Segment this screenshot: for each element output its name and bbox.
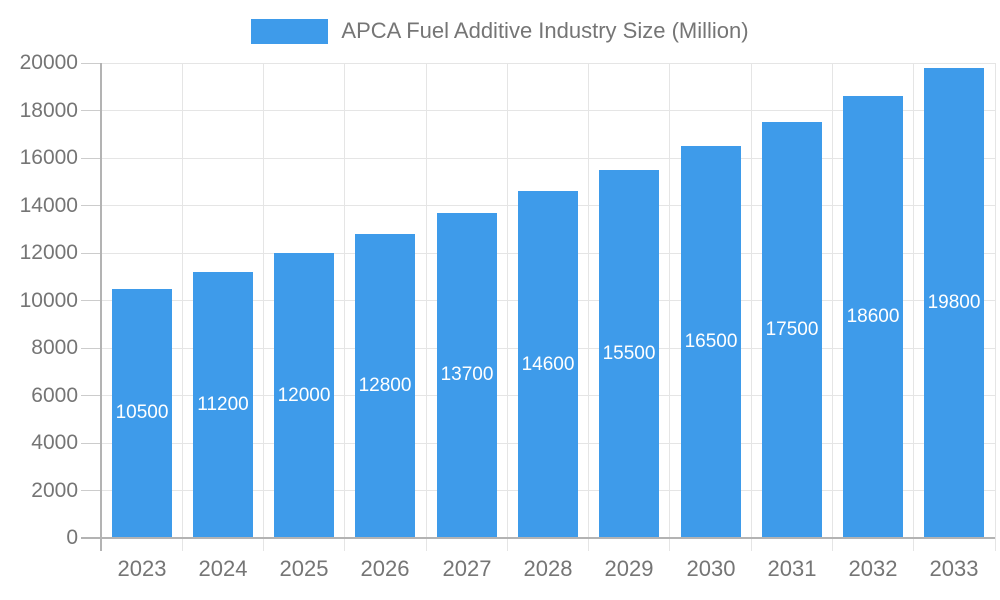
y-tick <box>81 62 101 64</box>
bar-value-label: 18600 <box>846 306 900 327</box>
y-tick <box>81 442 101 444</box>
x-axis-label: 2023 <box>117 556 167 581</box>
v-gridline <box>344 63 346 538</box>
bar-value-label: 11200 <box>197 394 249 415</box>
x-axis-label: 2026 <box>360 556 410 581</box>
y-axis-label: 2000 <box>31 478 78 502</box>
x-axis-label: 2025 <box>279 556 329 581</box>
bar[interactable] <box>274 253 334 538</box>
x-axis-label: 2029 <box>604 556 654 581</box>
x-axis-label: 2032 <box>848 556 898 581</box>
legend[interactable]: APCA Fuel Additive Industry Size (Millio… <box>0 18 1000 44</box>
v-gridline <box>750 63 752 538</box>
y-tick <box>81 205 101 206</box>
v-gridline <box>913 63 915 538</box>
v-gridline <box>425 63 427 538</box>
x-tick <box>913 538 915 551</box>
y-tick <box>81 110 101 111</box>
x-tick <box>506 538 508 551</box>
bar[interactable] <box>112 289 172 538</box>
legend-label[interactable]: APCA Fuel Additive Industry Size (Millio… <box>341 18 749 43</box>
x-axis-label: 2030 <box>686 556 736 581</box>
y-tick <box>81 157 101 159</box>
x-tick <box>181 538 183 551</box>
v-gridline <box>669 63 671 538</box>
y-axis-label: 8000 <box>31 336 78 359</box>
bar-value-label: 16500 <box>684 331 738 352</box>
bar[interactable] <box>843 96 903 538</box>
x-axis-label: 2028 <box>523 556 573 581</box>
bar-value-label: 17500 <box>765 319 819 340</box>
y-axis-label: 4000 <box>31 431 78 454</box>
x-tick <box>588 538 590 551</box>
x-tick <box>344 538 346 551</box>
bar-value-label: 13700 <box>440 364 494 385</box>
bar-value-label: 19800 <box>927 292 981 313</box>
bar[interactable] <box>518 191 578 538</box>
bar[interactable] <box>599 170 659 538</box>
y-tick <box>81 252 101 254</box>
y-tick <box>81 490 101 491</box>
bar[interactable] <box>762 122 822 538</box>
bar[interactable] <box>193 272 253 538</box>
v-gridline <box>994 63 996 538</box>
y-axis-line <box>100 63 102 551</box>
v-gridline <box>588 63 590 538</box>
y-axis-label: 18000 <box>19 98 78 122</box>
x-tick <box>994 538 996 551</box>
h-gridline <box>101 157 995 159</box>
y-axis-label: 10000 <box>19 288 78 312</box>
bar-value-label: 10500 <box>115 402 169 423</box>
v-gridline <box>506 63 508 538</box>
v-gridline <box>263 63 265 538</box>
bar-value-label: 12000 <box>277 385 331 406</box>
bar[interactable] <box>681 146 741 538</box>
legend-swatch[interactable] <box>251 18 329 44</box>
bar-value-label: 14600 <box>521 354 575 375</box>
bar[interactable] <box>355 234 415 538</box>
x-tick <box>425 538 427 551</box>
x-axis-label: 2024 <box>198 556 248 581</box>
bar-value-label: 12800 <box>358 375 412 396</box>
x-axis-line <box>81 537 995 539</box>
x-tick <box>831 538 833 551</box>
y-axis-label: 12000 <box>19 241 78 264</box>
x-axis-label: 2027 <box>442 556 492 581</box>
bar-value-label: 15500 <box>602 343 656 364</box>
y-tick <box>81 347 101 349</box>
bar[interactable] <box>924 68 984 538</box>
h-gridline <box>101 110 995 111</box>
x-tick <box>263 538 265 551</box>
y-axis-label: 0 <box>66 526 78 549</box>
x-tick <box>669 538 671 551</box>
h-gridline <box>101 62 995 64</box>
y-axis-label: 6000 <box>31 383 78 407</box>
y-axis-label: 16000 <box>19 146 78 169</box>
bar[interactable] <box>437 213 497 538</box>
y-axis-label: 14000 <box>19 193 78 217</box>
y-tick <box>81 395 101 396</box>
y-tick <box>81 300 101 301</box>
x-axis-label: 2033 <box>929 556 979 581</box>
x-tick <box>750 538 752 551</box>
y-axis-label: 20000 <box>19 51 78 74</box>
v-gridline <box>181 63 183 538</box>
x-axis-label: 2031 <box>767 556 817 581</box>
v-gridline <box>831 63 833 538</box>
